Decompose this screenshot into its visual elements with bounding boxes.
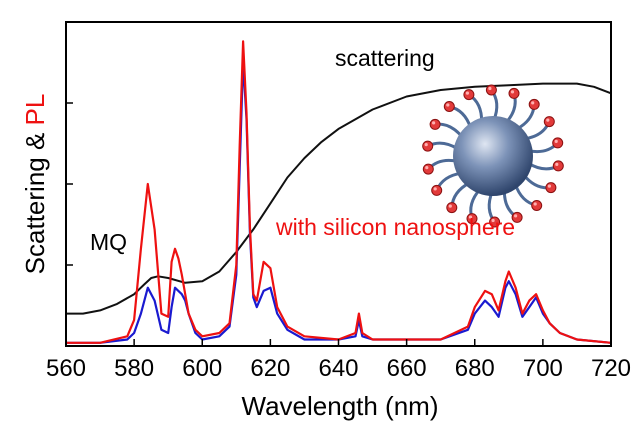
x-tick-label-620: 620: [250, 355, 290, 382]
emitter-molecule: [431, 184, 443, 196]
emitter-molecule: [543, 116, 555, 128]
y-axis-title-pl: PL: [20, 94, 50, 126]
emitter-molecule: [528, 98, 540, 110]
emitter-molecules: [422, 84, 564, 228]
x-tick-label-660: 660: [387, 355, 427, 382]
emitter-molecule: [429, 118, 441, 130]
labels-layer: 560 580 600 620 640 660 680 700 720: [46, 355, 631, 382]
emitter-molecule: [552, 137, 564, 149]
emitter-molecule: [443, 101, 455, 112]
mq-annotation: MQ: [90, 229, 127, 255]
series-pl-without-line: [66, 59, 612, 344]
emitter-molecule: [463, 89, 475, 101]
nanosphere-illustration: [422, 84, 564, 228]
x-tick-label-560: 560: [46, 355, 86, 382]
emitter-molecule: [422, 140, 434, 152]
silicon-sphere: [453, 116, 533, 196]
plot-frame: [65, 21, 612, 347]
scattering-annotation: scattering: [335, 45, 435, 71]
emitter-molecule: [511, 211, 523, 223]
y-axis-title: Scattering & PL: [20, 94, 50, 275]
emitter-molecule: [466, 213, 478, 225]
y-axis-title-scattering: Scattering &: [20, 125, 50, 274]
x-tick-label-580: 580: [114, 355, 154, 382]
x-tick-label-680: 680: [455, 355, 495, 382]
x-axis-title: Wavelength (nm): [242, 391, 439, 421]
emitter-molecule: [489, 216, 501, 228]
emitter-molecule: [552, 160, 564, 172]
series-pl-with-line: [66, 40, 612, 344]
x-tick-label-700: 700: [523, 355, 563, 382]
emitter-molecule: [508, 87, 520, 99]
curves-layer: [66, 40, 612, 344]
x-tick-label-640: 640: [318, 355, 358, 382]
emitter-molecule: [422, 163, 434, 175]
x-tick-label-720: 720: [591, 355, 631, 382]
emitter-molecule: [531, 200, 543, 211]
emitter-molecule: [545, 182, 557, 194]
emitter-molecule: [485, 84, 497, 96]
emitter-molecule: [446, 202, 458, 214]
with-nanosphere-annotation: with silicon nanosphere: [275, 214, 515, 240]
x-tick-label-600: 600: [182, 355, 222, 382]
